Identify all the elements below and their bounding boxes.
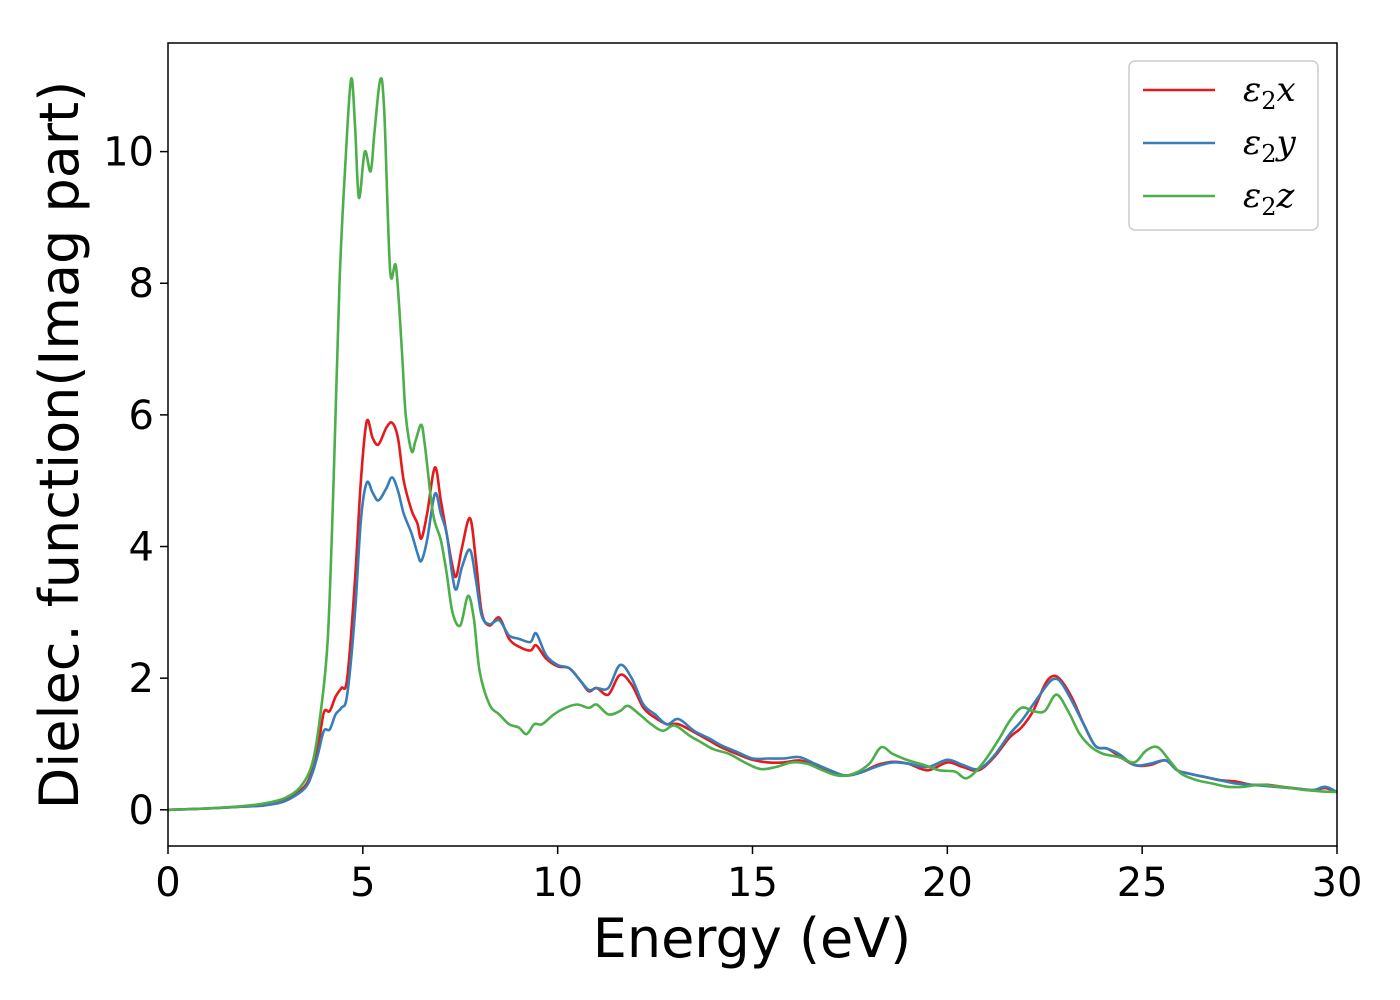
x-tick-label: 20 — [922, 860, 973, 906]
series-line-2 — [168, 77, 1337, 812]
y-tick-label: 10 — [103, 130, 154, 176]
legend-box — [1128, 60, 1319, 231]
y-axis: 0 2 4 6 8 10 — [103, 130, 168, 834]
y-tick-label: 6 — [129, 393, 154, 439]
x-tick-label: 25 — [1117, 860, 1168, 906]
y-axis-label: Dielec. function(Imag part) — [28, 81, 91, 810]
series-layer — [168, 77, 1337, 812]
x-tick-label: 10 — [532, 860, 583, 906]
y-tick-label: 4 — [129, 525, 154, 571]
legend: ε2x ε2y ε2z — [1128, 60, 1319, 231]
y-tick-label: 2 — [129, 656, 154, 702]
x-tick-label: 30 — [1312, 860, 1363, 906]
x-tick-label: 0 — [155, 860, 180, 906]
x-tick-label: 5 — [350, 860, 375, 906]
x-axis-label: Energy (eV) — [593, 907, 912, 970]
series-line-1 — [168, 476, 1337, 812]
y-tick-label: 8 — [129, 261, 154, 307]
x-axis: 0 5 10 15 20 25 30 — [155, 846, 1362, 906]
legend-label-1: ε2y — [1243, 123, 1297, 168]
x-tick-label: 15 — [727, 860, 778, 906]
legend-label-0: ε2x — [1243, 70, 1296, 115]
y-tick-label: 0 — [129, 788, 154, 834]
legend-label-2: ε2z — [1243, 176, 1296, 221]
